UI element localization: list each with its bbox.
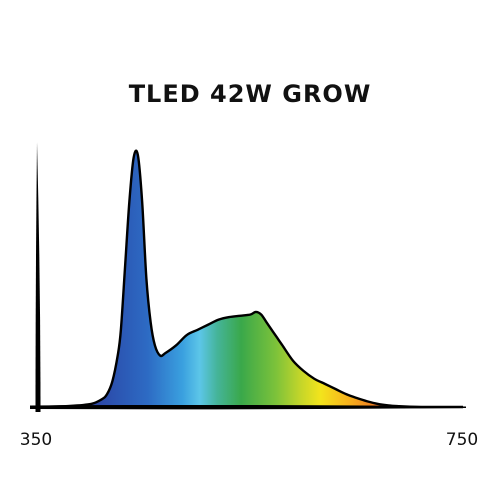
chart-title: TLED 42W GROW	[128, 80, 372, 108]
label-layer: 350 750	[20, 430, 478, 450]
spectrum-area-fill	[38, 150, 463, 408]
area-layer	[37, 149, 463, 409]
spectrum-outline-line	[37, 149, 463, 409]
x-tick-label-750: 750	[446, 430, 478, 450]
x-axis-line	[30, 404, 466, 410]
axis-layer	[30, 142, 466, 412]
y-axis-line	[35, 142, 41, 412]
x-tick-label-350: 350	[20, 430, 52, 450]
